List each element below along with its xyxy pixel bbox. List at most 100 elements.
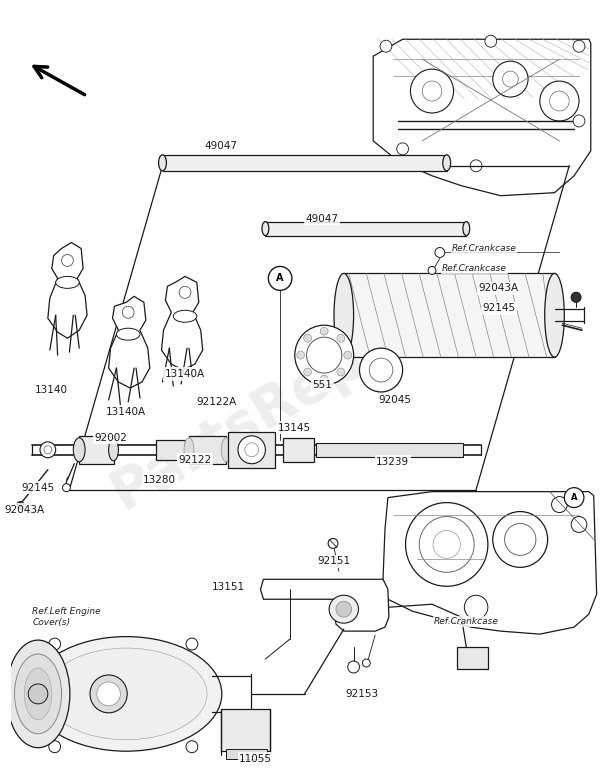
Text: 92043A: 92043A	[479, 284, 519, 294]
Circle shape	[550, 91, 569, 111]
Text: 92151: 92151	[317, 556, 350, 567]
Polygon shape	[373, 40, 591, 196]
Bar	[155, 439, 185, 460]
Circle shape	[304, 334, 311, 343]
Polygon shape	[260, 579, 389, 631]
Circle shape	[297, 351, 305, 359]
Ellipse shape	[463, 222, 470, 236]
Circle shape	[307, 337, 342, 373]
Ellipse shape	[336, 601, 352, 617]
Circle shape	[551, 497, 567, 512]
Text: 92153: 92153	[345, 689, 378, 699]
Circle shape	[428, 267, 436, 274]
Text: Ref.Crankcase: Ref.Crankcase	[434, 617, 499, 625]
Text: 13145: 13145	[278, 423, 311, 433]
Ellipse shape	[173, 310, 197, 322]
Ellipse shape	[31, 636, 222, 751]
Text: 551: 551	[313, 380, 332, 390]
Circle shape	[295, 326, 353, 385]
Ellipse shape	[25, 668, 52, 720]
Circle shape	[186, 741, 198, 753]
Bar	[265, 222, 466, 236]
Text: 92122A: 92122A	[196, 397, 236, 407]
Circle shape	[49, 638, 61, 650]
Ellipse shape	[73, 438, 85, 462]
Circle shape	[337, 334, 345, 343]
Ellipse shape	[116, 329, 140, 340]
Circle shape	[186, 638, 198, 650]
Circle shape	[464, 595, 488, 619]
Circle shape	[179, 287, 191, 298]
Circle shape	[573, 40, 585, 52]
Circle shape	[16, 501, 25, 509]
Bar	[189, 436, 226, 463]
Polygon shape	[161, 277, 203, 370]
Circle shape	[320, 327, 328, 336]
Text: Ref.Crankcase: Ref.Crankcase	[452, 244, 517, 253]
Circle shape	[419, 516, 474, 572]
Circle shape	[380, 40, 392, 52]
Text: 13151: 13151	[212, 582, 245, 592]
Ellipse shape	[109, 439, 118, 460]
Text: 92145: 92145	[482, 303, 515, 313]
Text: 92043A: 92043A	[4, 505, 44, 515]
Ellipse shape	[184, 438, 194, 462]
Bar	[283, 438, 314, 462]
Text: Ref.Crankcase: Ref.Crankcase	[442, 264, 506, 273]
Circle shape	[410, 69, 454, 113]
Circle shape	[28, 684, 48, 704]
Circle shape	[571, 516, 587, 532]
Circle shape	[493, 61, 528, 97]
Text: 13140A: 13140A	[106, 407, 146, 417]
Ellipse shape	[90, 675, 127, 713]
Circle shape	[328, 539, 338, 549]
Circle shape	[245, 443, 259, 456]
Ellipse shape	[6, 640, 70, 748]
Text: 13239: 13239	[376, 456, 409, 467]
Text: PartsRepublik: PartsRepublik	[101, 255, 508, 520]
Circle shape	[348, 661, 359, 673]
Circle shape	[397, 143, 409, 155]
Circle shape	[238, 436, 265, 463]
Bar	[79, 436, 113, 463]
Circle shape	[62, 484, 70, 491]
Circle shape	[540, 81, 579, 121]
Circle shape	[362, 659, 370, 667]
Ellipse shape	[46, 648, 207, 739]
Bar	[228, 432, 275, 467]
Bar	[226, 749, 268, 759]
Ellipse shape	[56, 277, 79, 288]
Circle shape	[344, 351, 352, 359]
Text: 13140: 13140	[35, 385, 68, 395]
Circle shape	[369, 358, 393, 382]
Text: A: A	[571, 493, 577, 502]
Circle shape	[485, 36, 497, 47]
Text: Ref.Left Engine
Cover(s): Ref.Left Engine Cover(s)	[32, 608, 101, 627]
Text: 11055: 11055	[239, 753, 272, 763]
Bar	[344, 274, 554, 357]
Circle shape	[40, 442, 56, 458]
Text: A: A	[277, 274, 284, 284]
Circle shape	[565, 487, 584, 508]
Text: 49047: 49047	[205, 141, 238, 151]
Polygon shape	[383, 491, 596, 634]
Circle shape	[359, 348, 403, 392]
Circle shape	[268, 267, 292, 291]
Ellipse shape	[443, 155, 451, 170]
Circle shape	[470, 160, 482, 172]
Circle shape	[122, 306, 134, 319]
Circle shape	[49, 741, 61, 753]
Ellipse shape	[97, 682, 121, 706]
Ellipse shape	[14, 654, 62, 734]
Polygon shape	[109, 296, 150, 388]
Text: 13140A: 13140A	[165, 369, 205, 379]
Circle shape	[44, 446, 52, 453]
Circle shape	[503, 71, 518, 87]
Bar	[163, 155, 447, 170]
Circle shape	[573, 115, 585, 127]
Text: 92045: 92045	[378, 395, 411, 405]
Polygon shape	[48, 243, 87, 338]
Circle shape	[505, 523, 536, 556]
Circle shape	[433, 530, 460, 558]
Circle shape	[571, 292, 581, 302]
